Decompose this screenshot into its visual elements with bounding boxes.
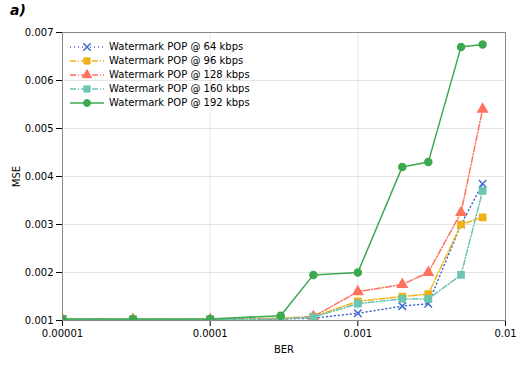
html-text:Watermark POP @ 128 kbps: Watermark POP @ 128 kbps	[109, 69, 250, 80]
svg-text:BER: BER	[274, 344, 294, 355]
html-text:Watermark POP @ 96 kbps: Watermark POP @ 96 kbps	[109, 55, 244, 66]
svg-text:0.006: 0.006	[25, 75, 54, 86]
svg-text:0.001: 0.001	[344, 328, 373, 339]
svg-text:0.00001: 0.00001	[42, 328, 83, 339]
svg-text:0.001: 0.001	[25, 315, 54, 326]
svg-text:0.01: 0.01	[494, 328, 516, 339]
svg-text:0.002: 0.002	[25, 267, 54, 278]
html-text:a): a)	[10, 2, 26, 18]
svg-text:0.004: 0.004	[25, 171, 54, 182]
html-text:Watermark POP @ 160 kbps: Watermark POP @ 160 kbps	[109, 83, 250, 94]
html-text:Watermark POP @ 192 kbps: Watermark POP @ 192 kbps	[109, 97, 250, 108]
svg-text:0.005: 0.005	[25, 123, 54, 134]
svg-text:0.0001: 0.0001	[193, 328, 228, 339]
html-text:Watermark POP @ 64 kbps: Watermark POP @ 64 kbps	[109, 41, 244, 52]
svg-text:0.003: 0.003	[25, 219, 54, 230]
svg-text:0.007: 0.007	[25, 27, 54, 38]
svg-text:MSE: MSE	[11, 166, 22, 187]
